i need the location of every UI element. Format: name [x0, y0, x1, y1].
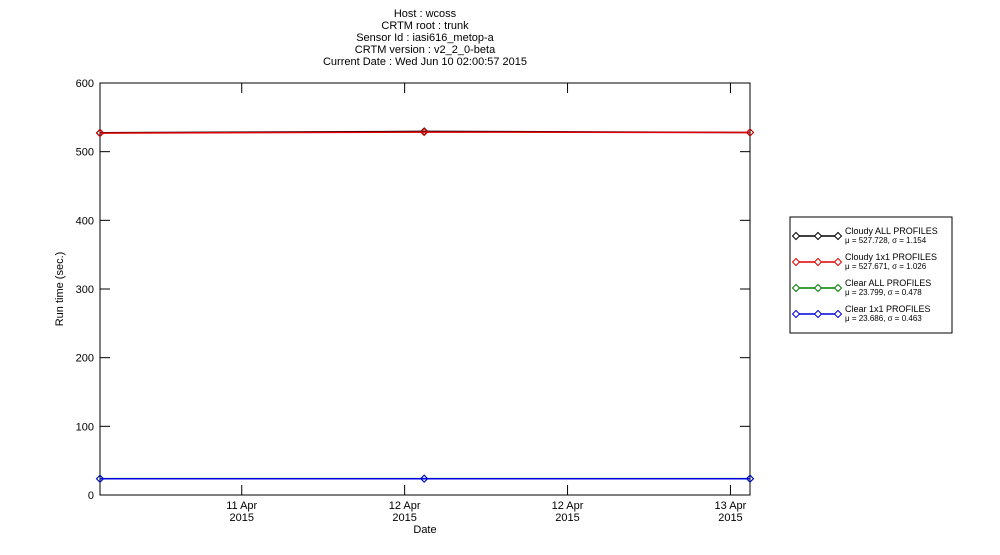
legend-stats: μ = 527.728, σ = 1.154	[845, 236, 927, 245]
legend-label: Clear ALL PROFILES	[845, 278, 931, 288]
y-tick-label: 100	[76, 421, 94, 433]
title-line: Host : wcoss	[394, 8, 457, 20]
y-tick-label: 0	[88, 490, 94, 502]
legend-label: Cloudy 1x1 PROFILES	[845, 252, 937, 262]
legend-label: Clear 1x1 PROFILES	[845, 304, 931, 314]
legend-stats: μ = 527.671, σ = 1.026	[845, 262, 927, 271]
series-line	[100, 132, 750, 133]
x-axis-label: Date	[413, 524, 436, 536]
legend-stats: μ = 23.799, σ = 0.478	[845, 288, 922, 297]
y-tick-label: 300	[76, 284, 94, 296]
plot-frame	[100, 83, 750, 495]
title-line: Sensor Id : iasi616_metop-a	[356, 32, 494, 44]
y-tick-label: 400	[76, 215, 94, 227]
y-tick-label: 200	[76, 353, 94, 365]
y-tick-label: 600	[76, 78, 94, 90]
legend-label: Cloudy ALL PROFILES	[845, 226, 938, 236]
title-line: CRTM version : v2_2_0-beta	[355, 44, 496, 56]
y-axis-label: Run time (sec.)	[54, 252, 66, 327]
y-tick-label: 500	[76, 147, 94, 159]
legend-stats: μ = 23.686, σ = 0.463	[845, 314, 922, 323]
title-line: Current Date : Wed Jun 10 02:00:57 2015	[323, 56, 527, 68]
title-line: CRTM root : trunk	[381, 20, 469, 32]
